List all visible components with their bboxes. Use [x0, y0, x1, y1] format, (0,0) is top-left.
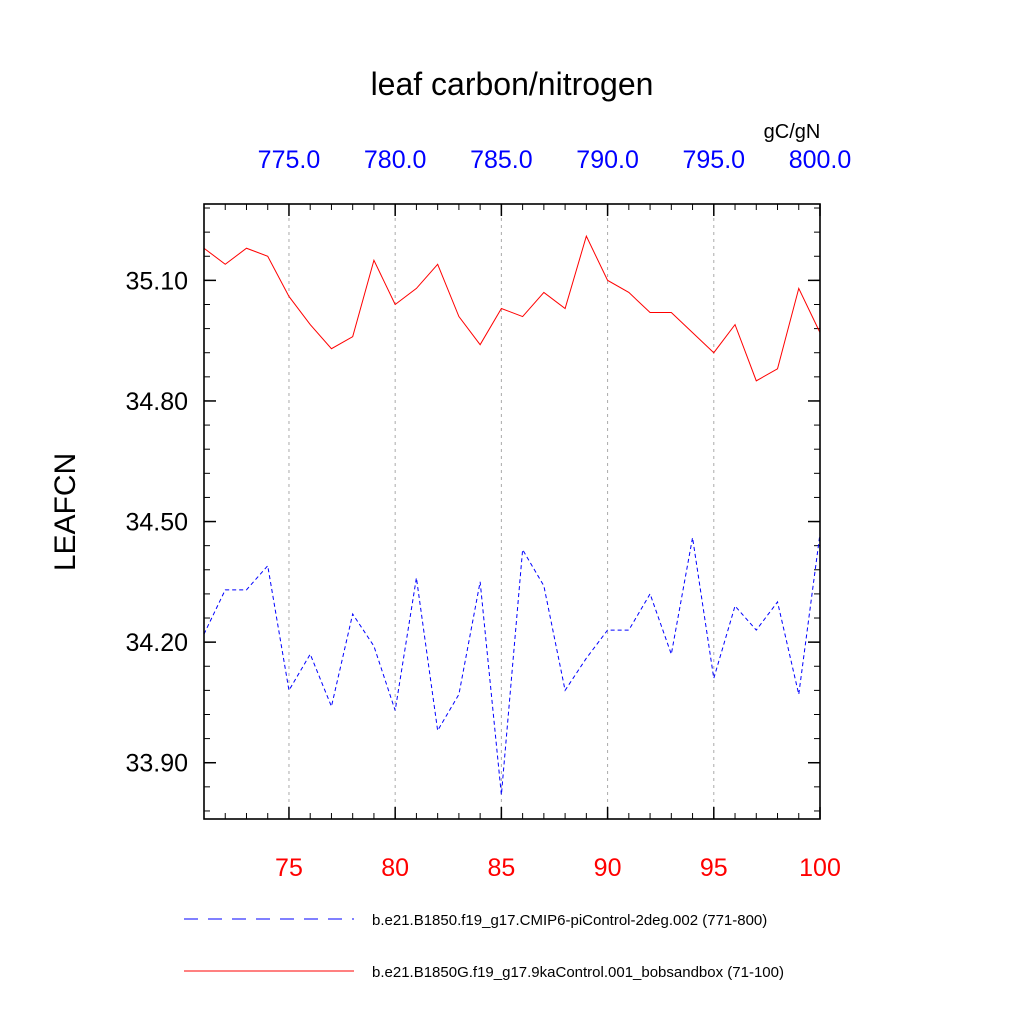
x-tick-label-top-3: 790.0 [576, 146, 639, 174]
x-tick-label-bottom-2: 85 [487, 854, 515, 882]
x-tick-label-bottom-3: 90 [594, 854, 622, 882]
x-tick-label-top-0: 775.0 [258, 146, 321, 174]
y-tick-label-2: 34.50 [125, 509, 188, 537]
minor-ticks [203, 204, 821, 819]
legend: b.e21.B1850.f19_g17.CMIP6-piControl-2deg… [184, 912, 784, 981]
major-ticks [204, 204, 821, 819]
units-label: gC/gN [764, 121, 821, 143]
y-tick-label-4: 35.10 [125, 267, 188, 295]
legend-label-1: b.e21.B1850G.f19_g17.9kaControl.001_bobs… [372, 964, 784, 981]
x-tick-label-top-2: 785.0 [470, 146, 533, 174]
legend-label-0: b.e21.B1850.f19_g17.CMIP6-piControl-2deg… [372, 912, 767, 929]
y-axis-label: LEAFCN [49, 453, 82, 571]
series-line-0 [203, 234, 821, 382]
tick-labels: 75 80 85 90 95 100 775.0 780.0 785.0 790.0 795.0 80… [125, 146, 851, 882]
x-tick-label-bottom-4: 95 [700, 854, 728, 882]
y-tick-label-3: 34.80 [125, 388, 188, 416]
x-tick-label-top-1: 780.0 [364, 146, 427, 174]
x-tick-label-bottom-1: 80 [381, 854, 409, 882]
x-tick-label-top-4: 795.0 [683, 146, 746, 174]
chart-title: leaf carbon/nitrogen [371, 66, 654, 102]
y-tick-label-1: 34.20 [125, 629, 188, 657]
x-tick-label-bottom-0: 75 [275, 854, 303, 882]
series-line-1 [203, 533, 821, 795]
x-tick-label-top-5: 800.0 [789, 146, 852, 174]
y-tick-label-0: 33.90 [125, 750, 188, 778]
gridlines [288, 204, 715, 819]
series-layer [203, 234, 821, 795]
plot-frame [203, 203, 821, 820]
x-tick-label-bottom-5: 100 [799, 854, 841, 882]
